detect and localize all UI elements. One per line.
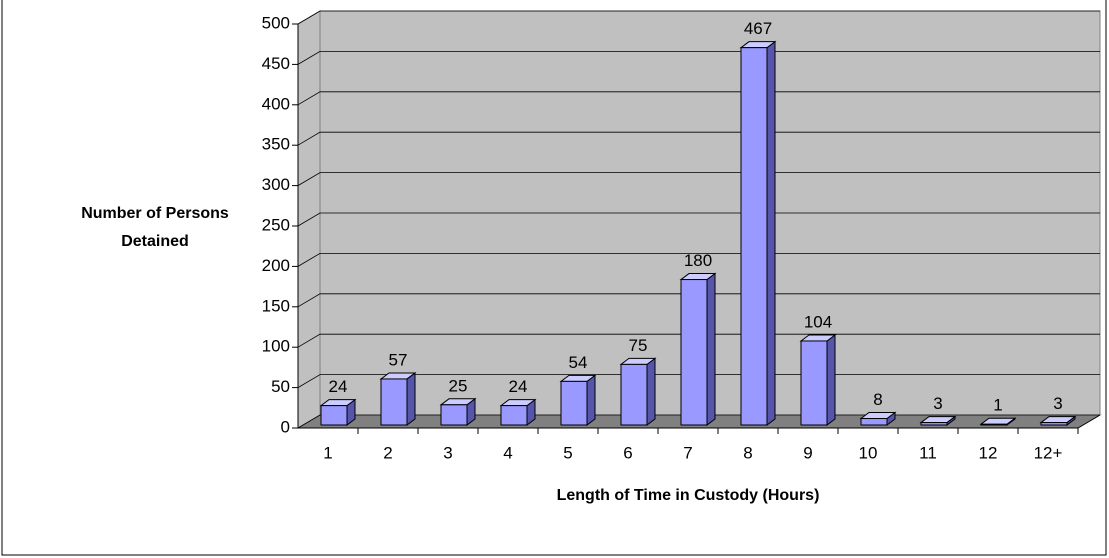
bar <box>680 279 708 426</box>
bar <box>620 363 648 426</box>
grid-line <box>297 414 1100 429</box>
y-tick-label: 350 <box>262 135 290 154</box>
data-label: 24 <box>329 377 348 396</box>
grid-line <box>297 212 1100 227</box>
bar <box>440 404 468 426</box>
bar <box>920 422 948 426</box>
bar <box>500 405 528 426</box>
x-axis-label: Length of Time in Custody (Hours) <box>557 487 820 504</box>
data-label: 24 <box>509 377 528 396</box>
bar <box>860 418 888 426</box>
x-tick-label: 8 <box>743 443 752 462</box>
grid-line <box>297 293 1100 308</box>
bar <box>560 380 588 426</box>
grid-line <box>297 131 1100 146</box>
bar-side <box>406 371 416 426</box>
bar-side <box>706 272 716 426</box>
y-tick-label: 100 <box>262 337 290 356</box>
bar <box>740 47 768 426</box>
x-tick-label: 4 <box>503 443 512 462</box>
bar <box>1040 422 1068 426</box>
bar <box>800 340 828 426</box>
x-tick-label: 12+ <box>1034 443 1063 462</box>
grid-line <box>297 374 1100 388</box>
x-tick-label: 5 <box>563 443 572 462</box>
x-axis-end <box>1077 414 1101 429</box>
x-tick-label: 11 <box>919 443 937 462</box>
data-label: 54 <box>569 353 588 372</box>
y-tick-label: 250 <box>262 215 290 234</box>
bar-side <box>586 374 596 426</box>
x-tick-label: 10 <box>859 443 878 462</box>
data-label: 8 <box>873 390 882 409</box>
y-tick-label: 0 <box>281 417 290 436</box>
y-axis-label: Number of Persons <box>81 205 229 222</box>
grid-line <box>297 252 1100 267</box>
y-tick-label: 300 <box>262 175 290 194</box>
data-label: 57 <box>389 350 408 369</box>
bar-side <box>646 357 656 426</box>
bar-side <box>826 333 836 426</box>
data-label: 104 <box>804 312 832 331</box>
y-tick-label: 400 <box>262 94 290 113</box>
data-label: 1 <box>993 396 1002 415</box>
data-label: 467 <box>744 19 772 38</box>
y-tick-label: 150 <box>262 296 290 315</box>
y-tick-label: 450 <box>262 54 290 73</box>
y-tick-label: 50 <box>271 377 290 396</box>
grid-line <box>297 333 1100 348</box>
y-tick-label: 200 <box>262 256 290 275</box>
grid-line <box>297 172 1100 186</box>
bar-side <box>766 40 776 426</box>
data-label: 75 <box>629 336 648 355</box>
x-tick-label: 1 <box>323 443 332 462</box>
y-axis-label: Detained <box>121 233 189 250</box>
x-tick-label: 7 <box>683 443 692 462</box>
grid-line <box>297 10 1100 25</box>
x-tick-label: 6 <box>623 443 632 462</box>
data-label: 3 <box>933 394 942 413</box>
grid-line <box>297 51 1100 65</box>
x-tick-label: 3 <box>443 443 452 462</box>
bar <box>380 378 408 426</box>
y-tick-label: 500 <box>262 13 290 32</box>
x-tick-label: 12 <box>979 443 998 462</box>
bar <box>320 405 348 426</box>
grid-line <box>297 91 1100 106</box>
data-label: 3 <box>1053 394 1062 413</box>
x-tick-label: 9 <box>803 443 812 462</box>
x-tick-label: 2 <box>383 443 392 462</box>
data-label: 25 <box>449 376 468 395</box>
data-label: 180 <box>684 251 712 270</box>
bar <box>980 423 1008 426</box>
